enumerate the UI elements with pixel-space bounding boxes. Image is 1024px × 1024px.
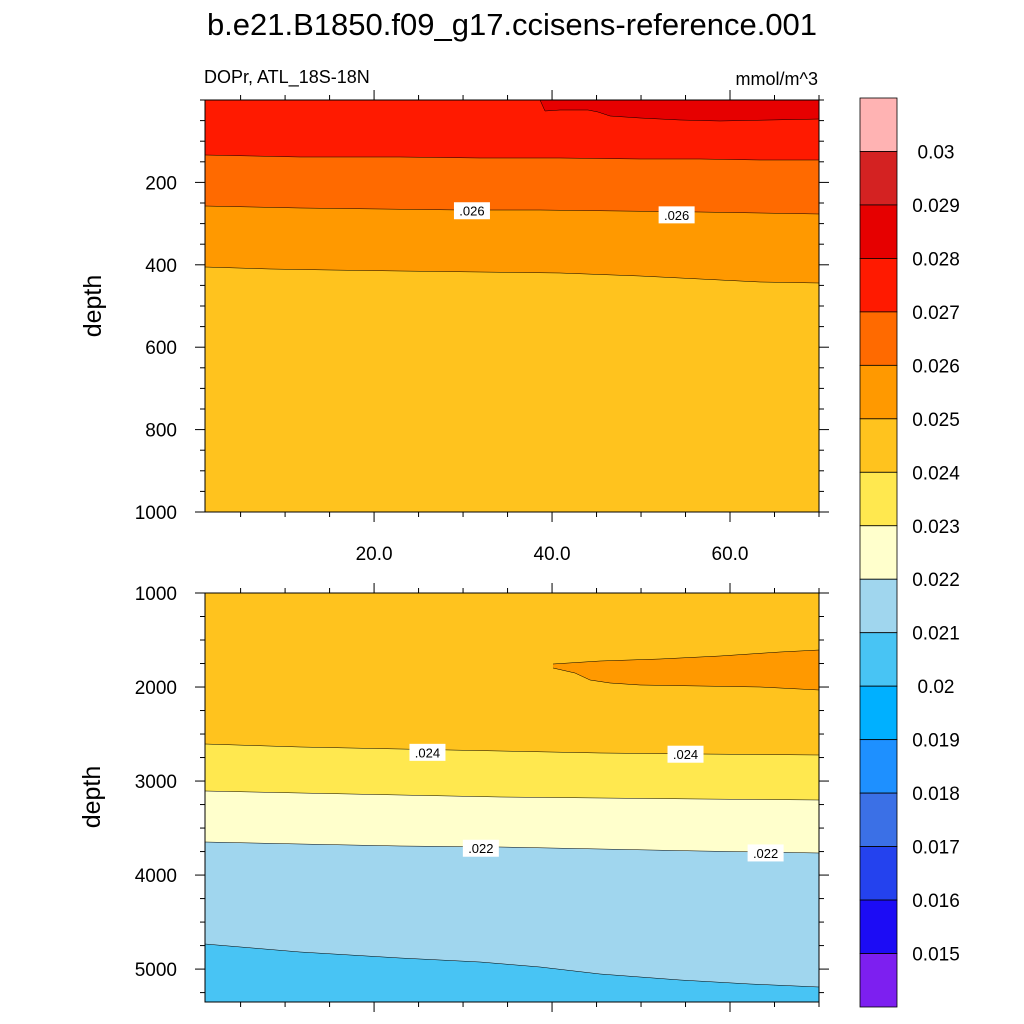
bottom-fill-0025 [553, 650, 819, 690]
top-contour-lines [204, 99, 820, 284]
colorbar-swatch [859, 578, 898, 634]
units-label: mmol/m^3 [736, 69, 818, 89]
contour-label-box [747, 844, 784, 862]
colorbar-label: 0.028 [912, 249, 960, 270]
bottom-ticks [195, 583, 829, 1012]
contour-label: .024 [415, 745, 440, 760]
colorbar-label: 0.018 [912, 784, 960, 805]
contour-label: .022 [753, 846, 778, 861]
top-panel: 20.0 40.0 60.0 200 400 600 800 1000 depth [79, 90, 829, 565]
contour-label: .026 [664, 208, 689, 223]
colorbar-label: 0.021 [912, 624, 960, 645]
figure-title: b.e21.B1850.f09_g17.ccisens-reference.00… [207, 7, 817, 42]
bottom-frame [204, 592, 820, 1003]
contour-label-box [409, 743, 446, 761]
colorbar-swatch [859, 953, 898, 1008]
colorbar-swatch [859, 151, 898, 206]
y-tick-label: 1000 [135, 584, 177, 605]
colorbar-label: 0.026 [912, 356, 960, 377]
y-tick-label: 400 [145, 256, 177, 277]
panel-subtitle: DOPr, ATL_18S-18N [204, 67, 370, 88]
bottom-ylabel: depth [78, 766, 106, 829]
top-ylabel: depth [79, 275, 107, 338]
x-tick-label: 40.0 [534, 544, 571, 565]
colorbar-swatch [859, 525, 898, 580]
colorbar-label: 0.019 [912, 731, 960, 752]
colorbar-swatch [859, 204, 898, 259]
contour-labels: .026 .026 .024 .024 .022 .022 [409, 202, 784, 862]
colorbar-swatch [859, 258, 898, 313]
y-tick-label: 3000 [135, 772, 177, 793]
y-tick-label: 600 [145, 338, 177, 359]
colorbar-swatch [859, 311, 898, 366]
colorbar-label: 0.022 [912, 570, 960, 591]
top-ticks [195, 90, 829, 522]
y-tick-label: 4000 [135, 866, 177, 887]
contour-label: .026 [459, 204, 484, 219]
colorbar-label: 0.023 [912, 517, 960, 538]
contour-label-box [667, 745, 704, 763]
contour-label-box [462, 839, 499, 857]
colorbar-swatch [859, 739, 898, 794]
colorbar-swatch [859, 418, 898, 473]
x-tick-label: 20.0 [356, 544, 393, 565]
y-tick-label: 200 [145, 173, 177, 194]
contour-label-box [658, 206, 695, 224]
colorbar-swatch [859, 364, 898, 420]
colorbar-label: 0.017 [912, 838, 960, 859]
colorbar-swatch [859, 846, 898, 901]
x-tick-label: 60.0 [712, 544, 749, 565]
colorbar-label: 0.027 [912, 303, 960, 324]
bottom-fill-0020 [205, 944, 819, 1002]
y-tick-label: 800 [145, 421, 177, 442]
colorbar-swatch [859, 685, 898, 741]
y-tick-label: 1000 [135, 503, 177, 524]
y-tick-label: 5000 [135, 960, 177, 981]
top-tick-labels: 20.0 40.0 60.0 200 400 600 800 1000 [135, 173, 749, 565]
colorbar-swatch [859, 632, 898, 687]
bottom-tick-labels: 1000 2000 3000 4000 5000 [135, 584, 177, 981]
contour-label: .022 [468, 841, 493, 856]
colorbar-label: 0.02 [918, 677, 955, 698]
colorbar-label: 0.016 [912, 891, 960, 912]
colorbar-swatch [859, 471, 898, 527]
colorbar-swatch [859, 792, 898, 847]
colorbar-label: 0.025 [912, 410, 960, 431]
colorbar: 0.03 0.029 0.028 0.027 0.026 0.025 0.024 0.023 0… [859, 97, 960, 1008]
contour-label-box [453, 202, 490, 220]
colorbar-label: 0.03 [918, 142, 955, 163]
colorbar-label: 0.015 [912, 945, 960, 966]
colorbar-label: 0.024 [912, 463, 960, 484]
colorbar-swatch [859, 899, 898, 954]
colorbar-label: 0.029 [912, 196, 960, 217]
contour-label: .024 [673, 747, 698, 762]
colorbar-swatch [859, 97, 898, 152]
y-tick-label: 2000 [135, 678, 177, 699]
bottom-panel: 1000 2000 3000 4000 5000 depth [78, 583, 829, 1012]
